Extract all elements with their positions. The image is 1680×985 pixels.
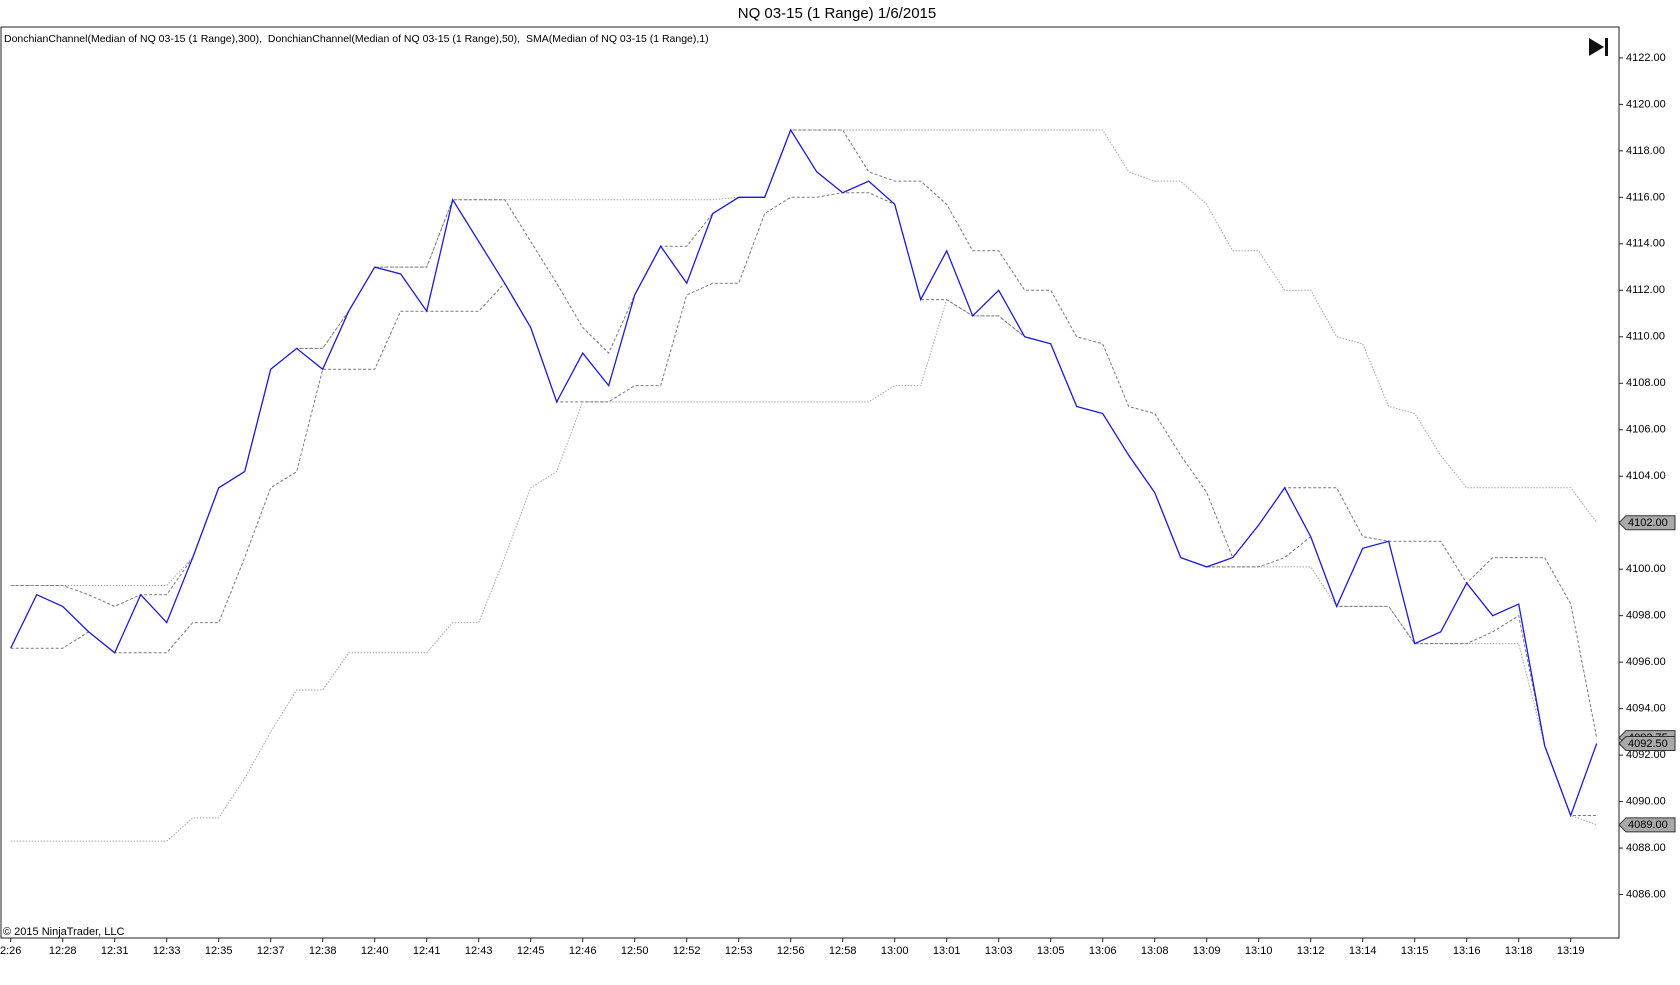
y-tick-label: 4106.00 xyxy=(1626,424,1666,436)
x-tick-label: 12:33 xyxy=(153,945,181,957)
x-tick-label: 12:38 xyxy=(309,945,337,957)
x-tick-label: 12:52 xyxy=(673,945,701,957)
price-marker-label: 4102.00 xyxy=(1628,517,1668,529)
x-tick-label: 12:58 xyxy=(829,945,857,957)
y-tick-label: 4112.00 xyxy=(1626,284,1665,296)
x-tick-label: 12:41 xyxy=(413,945,441,957)
y-tick-label: 4104.00 xyxy=(1626,470,1666,482)
x-tick-label: 12:43 xyxy=(465,945,493,957)
y-tick-label: 4086.00 xyxy=(1626,888,1666,900)
y-tick-label: 4098.00 xyxy=(1626,610,1666,622)
y-tick-label: 4110.00 xyxy=(1626,331,1665,343)
x-tick-label: 13:19 xyxy=(1557,945,1585,957)
chart-title: NQ 03-15 (1 Range) 1/6/2015 xyxy=(738,5,936,22)
line xyxy=(10,129,1598,738)
x-tick-label: 12:56 xyxy=(777,945,805,957)
x-tick-label: 13:14 xyxy=(1349,945,1377,957)
legend-entry: DonchianChannel(Median of NQ 03-15 (1 Ra… xyxy=(4,33,262,45)
y-tick-label: 4090.00 xyxy=(1626,795,1666,807)
x-tick-label: 13:16 xyxy=(1453,945,1481,957)
price-marker-label: 4092.50 xyxy=(1628,738,1668,750)
y-tick-label: 4122.00 xyxy=(1626,52,1666,64)
y-tick-label: 4088.00 xyxy=(1626,842,1666,854)
x-tick-label: 12:46 xyxy=(569,945,597,957)
y-tick-label: 4116.00 xyxy=(1626,191,1665,203)
x-tick-label: 13:01 xyxy=(933,945,961,957)
x-tick-label: 13:05 xyxy=(1037,945,1065,957)
x-tick-label: 12:50 xyxy=(621,945,649,957)
x-tick-label: 13:06 xyxy=(1089,945,1117,957)
end-bar-icon[interactable] xyxy=(1605,38,1608,56)
legend-entry: DonchianChannel(Median of NQ 03-15 (1 Ra… xyxy=(268,33,520,45)
price-marker xyxy=(1618,817,1676,833)
x-tick-label: 12:40 xyxy=(361,945,389,957)
x-tick-label: 13:00 xyxy=(881,945,909,957)
x-tick-label: 13:18 xyxy=(1505,945,1533,957)
y-tick-label: 4096.00 xyxy=(1626,656,1666,668)
y-tick-label: 4118.00 xyxy=(1626,145,1665,157)
x-tick-label: 13:09 xyxy=(1193,945,1221,957)
x-tick-label: 13:10 xyxy=(1245,945,1273,957)
x-tick-label: 2:26 xyxy=(0,945,21,957)
x-tick-label: 13:08 xyxy=(1141,945,1169,957)
y-tick-label: 4094.00 xyxy=(1626,703,1666,715)
x-tick-label: 12:28 xyxy=(49,945,77,957)
plot-frame xyxy=(0,26,1620,939)
price-marker xyxy=(1618,735,1676,751)
y-tick-label: 4100.00 xyxy=(1626,563,1666,575)
line xyxy=(10,128,1598,818)
y-tick-label: 4092.00 xyxy=(1626,749,1666,761)
copyright: © 2015 NinjaTrader, LLC xyxy=(3,926,124,938)
legend-entry: SMA(Median of NQ 03-15 (1 Range),1) xyxy=(526,33,709,45)
y-tick-label: 4120.00 xyxy=(1626,98,1666,110)
play-icon[interactable] xyxy=(1589,38,1604,56)
price-marker xyxy=(1618,515,1676,531)
x-tick-label: 12:35 xyxy=(205,945,233,957)
x-tick-label: 13:12 xyxy=(1297,945,1325,957)
x-tick-label: 12:31 xyxy=(101,945,129,957)
indicator-legend: DonchianChannel(Median of NQ 03-15 (1 Ra… xyxy=(4,33,709,45)
y-tick-label: 4114.00 xyxy=(1626,238,1665,250)
price-marker-label: 4089.00 xyxy=(1628,819,1668,831)
x-tick-label: 12:45 xyxy=(517,945,545,957)
line xyxy=(10,192,1597,816)
y-tick-label: 4108.00 xyxy=(1626,377,1666,389)
x-tick-label: 12:53 xyxy=(725,945,753,957)
scroll-to-end-button[interactable] xyxy=(1589,38,1608,56)
x-tick-label: 13:15 xyxy=(1401,945,1429,957)
x-tick-label: 12:37 xyxy=(257,945,285,957)
x-tick-label: 13:03 xyxy=(985,945,1013,957)
